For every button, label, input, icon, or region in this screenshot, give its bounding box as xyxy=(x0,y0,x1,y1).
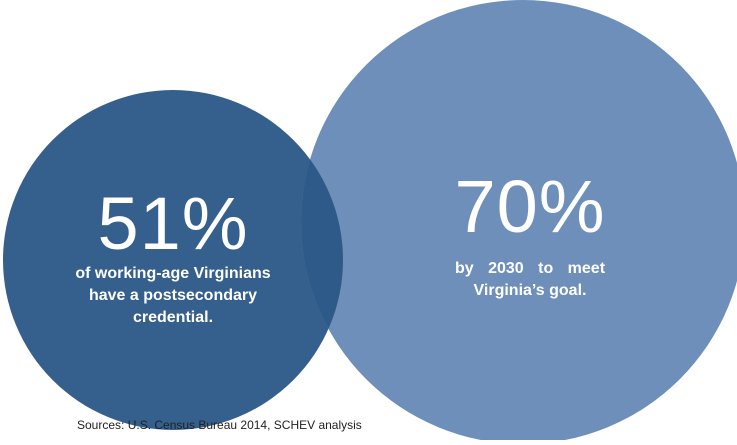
left-caption: of working-age Virginians have a postsec… xyxy=(48,263,298,329)
source-note: Sources: U.S. Census Bureau 2014, SCHEV … xyxy=(77,418,362,432)
left-caption-line: of working-age Virginians xyxy=(75,265,271,282)
right-caption-line: by 2030 to meet xyxy=(454,260,606,277)
right-percentage: 70% xyxy=(454,165,606,248)
left-caption-line: credential. xyxy=(132,309,214,326)
left-caption-line: have a postsecondary xyxy=(88,287,258,304)
right-circle xyxy=(301,0,737,444)
left-circle xyxy=(3,90,343,430)
right-caption-line: Virginia’s goal. xyxy=(473,282,587,299)
right-caption: by 2030 to meet Virginia’s goal. xyxy=(410,258,650,302)
left-percentage: 51% xyxy=(97,182,249,265)
